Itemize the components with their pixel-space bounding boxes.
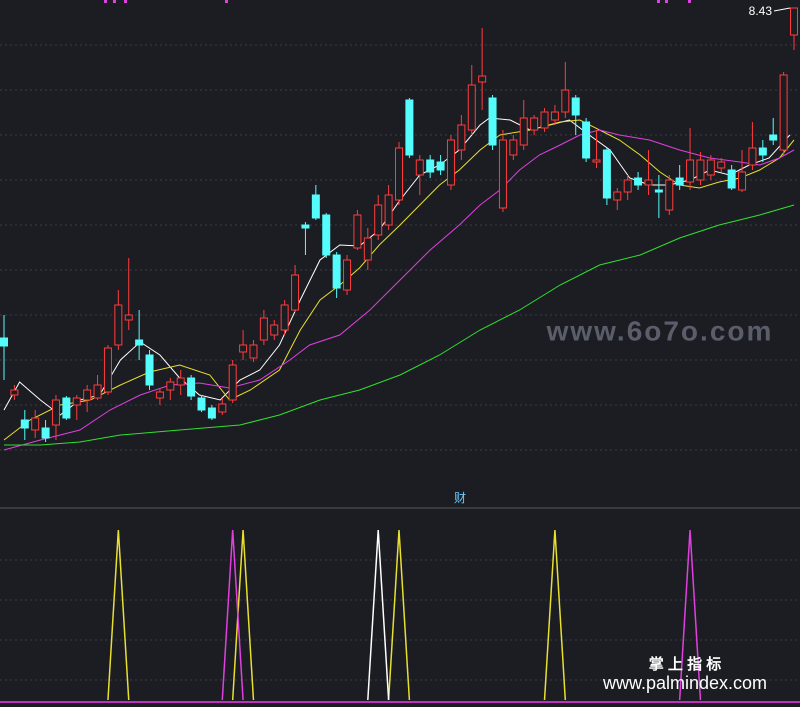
candle-body [665, 179, 674, 211]
candle-body [675, 177, 684, 186]
candle-body [467, 84, 476, 131]
candle-body [124, 314, 133, 321]
candle-body [20, 419, 29, 429]
candle-body [530, 117, 539, 131]
candle-body [717, 161, 726, 169]
candle-body [426, 159, 435, 173]
candle-body [239, 344, 248, 353]
candle-body [62, 397, 71, 419]
candle-body [457, 124, 466, 151]
signal-spike [387, 529, 411, 701]
candle-body [322, 214, 331, 256]
candle-body [0, 337, 8, 347]
candle-body [706, 159, 715, 176]
candle-body [561, 89, 570, 113]
candle-body [93, 384, 102, 399]
candle-body [343, 259, 352, 291]
candle-body [519, 117, 528, 146]
top-markers [104, 0, 691, 3]
candle-body [738, 171, 747, 191]
candle-body [218, 403, 227, 413]
candle-body [571, 97, 580, 116]
candle-body [602, 149, 611, 199]
signal-spike [543, 529, 567, 701]
candle-body [686, 159, 695, 183]
candle-body [353, 214, 362, 249]
candle-body [727, 169, 736, 189]
candle-body [166, 381, 175, 391]
candle-body [280, 304, 289, 331]
candle-body [769, 134, 778, 141]
signal-spike [678, 529, 702, 701]
candle-body [145, 354, 154, 386]
brand-title: 掌 上 指 标 [649, 655, 722, 673]
candle-body [415, 159, 424, 176]
candle-body [634, 177, 643, 186]
candle-body [623, 179, 632, 193]
candle-body [613, 191, 622, 201]
candle-body [696, 159, 705, 181]
plot: 8.43 [0, 4, 798, 701]
candle-body [592, 159, 601, 163]
candle-body [72, 397, 81, 406]
signal-spike [221, 529, 244, 701]
candle-body [540, 111, 549, 129]
candle-body [478, 75, 487, 83]
candle-body [31, 417, 40, 431]
candle-body [395, 147, 403, 201]
candle-body [488, 97, 497, 146]
candle-body [207, 407, 216, 419]
panel-label: 财 [454, 491, 466, 505]
candle-body [51, 399, 60, 426]
candle-body [332, 254, 341, 289]
candle-body [197, 397, 206, 411]
candle-body [249, 344, 258, 359]
candle-body [176, 377, 185, 386]
candle-body [384, 194, 393, 226]
max-arrow [773, 7, 791, 12]
candle-body [228, 364, 237, 401]
candle-body [114, 304, 123, 346]
candle-body [155, 391, 164, 399]
candle-body [790, 7, 798, 36]
candle-body [83, 389, 92, 401]
candle-body [779, 74, 788, 151]
ma-line [4, 204, 795, 446]
candle-body [446, 139, 455, 186]
max-label: 8.43 [749, 4, 773, 18]
candle-body [41, 427, 50, 439]
candle-body [498, 139, 507, 209]
candle-body [259, 317, 268, 341]
candle-body [270, 324, 279, 336]
candle-body [103, 347, 112, 393]
signal-spike [367, 529, 390, 701]
brand-url: www.palmindex.com [602, 673, 767, 693]
candle-body [374, 204, 383, 236]
candle-body [363, 237, 372, 261]
candle-body [550, 111, 559, 121]
candle-body [582, 121, 591, 159]
candle-body [436, 161, 445, 171]
candle-body [654, 189, 663, 193]
candle-body [301, 224, 310, 229]
candle-body [291, 274, 300, 311]
candle-body [748, 147, 757, 166]
watermark: www.6o7o.com [546, 315, 774, 346]
candle-body [135, 339, 144, 346]
signal-spike [107, 529, 130, 701]
candle-body [405, 99, 414, 156]
candle-body [758, 147, 767, 156]
candle-body [311, 194, 320, 219]
candle-body [10, 389, 19, 396]
candle-body [644, 179, 653, 186]
candle-body [509, 139, 518, 156]
candle-body [187, 377, 196, 397]
signal-spike [231, 529, 255, 701]
